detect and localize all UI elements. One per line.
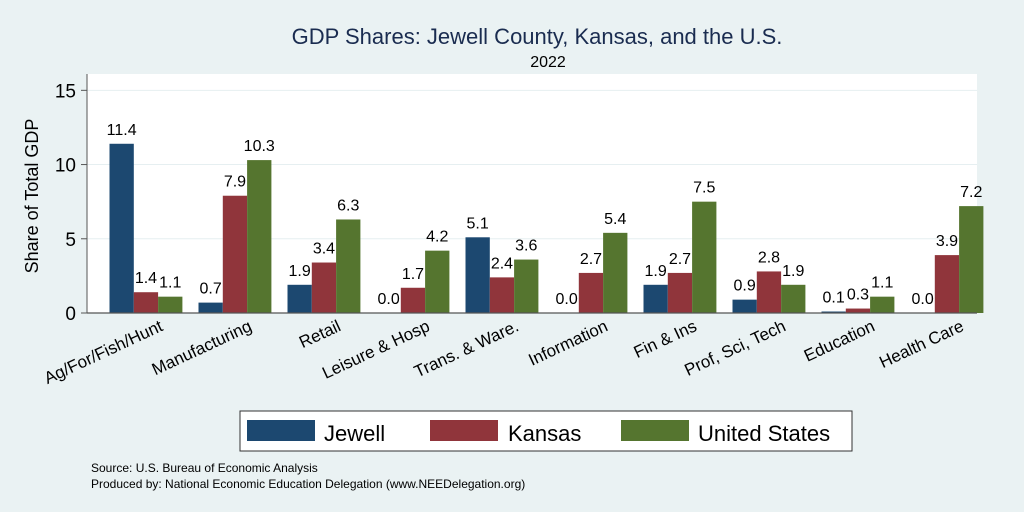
data-label: 7.9 — [224, 174, 246, 191]
data-labels: 11.41.4 1.1 0.77.910.31.93.46.30.01.74.25.… — [107, 122, 983, 308]
data-label: 2.4 — [491, 255, 513, 272]
y-tick-label: 15 — [55, 81, 76, 102]
data-label: 6.3 — [337, 197, 359, 214]
data-label: 3.6 — [515, 238, 537, 255]
bar-united-states — [514, 259, 539, 313]
bar-jewell — [643, 284, 668, 313]
data-label: 1.7 — [402, 266, 424, 283]
y-tick-label: 5 — [65, 230, 76, 251]
data-label: 7.2 — [960, 184, 982, 201]
data-label: 1.9 — [645, 263, 667, 280]
x-category-label: Manufacturing — [149, 316, 255, 379]
data-label: 10.3 — [244, 138, 275, 155]
bar-united-states — [425, 250, 450, 313]
data-label: 1.9 — [289, 263, 311, 280]
y-ticks: 0 5 10 15 — [55, 81, 87, 325]
data-label: 11.4 — [107, 122, 137, 139]
legend-label-united-states: United States — [698, 421, 830, 446]
data-label: 1.4 — [135, 270, 157, 287]
data-label: 0.3 — [847, 287, 869, 304]
bar-united-states — [692, 201, 717, 313]
bar-united-states — [158, 296, 183, 313]
data-label: 1.9 — [782, 263, 804, 280]
legend-label-jewell: Jewell — [324, 421, 385, 446]
legend-swatch-united-states — [621, 420, 689, 441]
data-label: 4.2 — [426, 229, 448, 246]
bar-kansas — [489, 277, 515, 313]
data-label: 0.0 — [556, 291, 578, 308]
bar-united-states — [247, 160, 272, 313]
bar-jewell — [198, 302, 223, 313]
x-category-label: Information — [526, 316, 611, 369]
data-label: 2.7 — [669, 251, 691, 268]
bar-united-states — [781, 284, 806, 313]
bar-kansas — [222, 195, 248, 313]
bars — [109, 143, 984, 313]
data-label: 2.7 — [580, 251, 602, 268]
bar-kansas — [578, 272, 604, 313]
bar-kansas — [667, 272, 693, 313]
data-label: 0.7 — [200, 281, 222, 298]
bar-jewell — [287, 284, 312, 313]
x-category-label: Education — [801, 316, 878, 365]
bar-united-states — [336, 219, 361, 313]
bar-kansas — [311, 262, 337, 313]
y-axis-label: Share of Total GDP — [22, 119, 42, 274]
legend-label-kansas: Kansas — [508, 421, 581, 446]
bar-united-states — [870, 296, 895, 313]
chart-subtitle: 2022 — [530, 54, 566, 71]
data-label: 0.1 — [823, 290, 845, 307]
bar-united-states — [959, 206, 984, 313]
y-tick-label: 10 — [55, 156, 76, 177]
chart-title: GDP Shares: Jewell County, Kansas, and t… — [292, 24, 783, 49]
bar-jewell — [109, 143, 134, 313]
data-label: 7.5 — [693, 180, 715, 197]
bar-jewell — [821, 311, 846, 313]
x-category-label: Ag/For/Fish/Hunt — [41, 316, 166, 388]
data-label: 3.4 — [313, 241, 335, 258]
legend: Jewell Kansas United States — [239, 410, 853, 452]
legend-swatch-jewell — [247, 420, 315, 441]
data-label: 1.1 — [871, 275, 893, 292]
data-label: 0.9 — [734, 278, 756, 295]
y-tick-label: 0 — [65, 304, 76, 325]
bar-kansas — [756, 271, 782, 313]
bar-united-states — [603, 232, 628, 313]
bar-kansas — [400, 287, 426, 313]
data-label: 5.1 — [467, 215, 489, 232]
data-label: 5.4 — [604, 211, 626, 228]
x-category-label: Fin & Ins — [631, 316, 700, 362]
source-note: Source: U.S. Bureau of Economic Analysis — [91, 461, 318, 475]
data-label: 1.1 — [159, 275, 181, 292]
data-label: 0.0 — [912, 291, 934, 308]
data-label: 3.9 — [936, 233, 958, 250]
producer-note: Produced by: National Economic Education… — [91, 477, 525, 491]
bar-kansas — [934, 255, 960, 313]
data-label: 2.8 — [758, 249, 780, 266]
bar-kansas — [133, 292, 159, 313]
x-category-label: Prof, Sci, Tech — [682, 316, 789, 379]
bar-jewell — [732, 299, 757, 313]
x-category-label: Retail — [296, 316, 343, 352]
data-label: 0.0 — [378, 291, 400, 308]
bar-jewell — [465, 237, 490, 313]
legend-swatch-kansas — [430, 420, 498, 441]
bar-kansas — [845, 308, 871, 313]
legend-box — [239, 410, 853, 452]
x-category-label: Health Care — [876, 316, 966, 372]
